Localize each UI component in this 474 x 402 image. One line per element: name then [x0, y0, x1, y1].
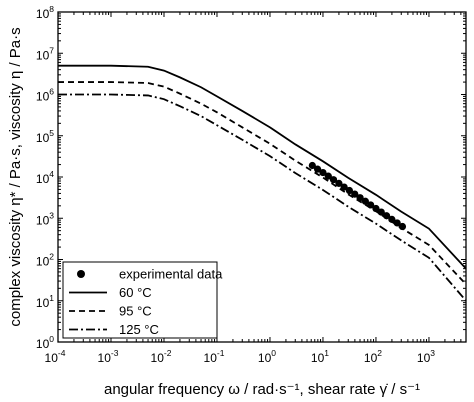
y-tick-label: 105: [36, 128, 54, 145]
axis-ticks: [57, 11, 467, 343]
x-tick-label: 100: [258, 348, 276, 365]
data-point: [377, 208, 385, 216]
data-point: [329, 176, 338, 184]
y-axis-label: complex viscosity η* / Pa·s, viscosity η…: [7, 27, 24, 326]
data-point: [335, 179, 343, 187]
series-line-2: [58, 81, 467, 285]
legend: experimental data 60 °C 95 °C 125 °C: [62, 261, 223, 339]
y-tick-label: 101: [36, 293, 54, 310]
x-tick-label: 103: [417, 348, 435, 365]
data-point: [388, 215, 396, 223]
experimental-markers: [308, 161, 407, 231]
x-tick-label: 101: [311, 348, 329, 365]
data-point: [372, 204, 380, 213]
x-tick-label: 10-2: [151, 348, 172, 365]
legend-box: [62, 261, 218, 339]
y-tick-label: 103: [36, 210, 54, 227]
x-axis-label: angular frequency ω / rad·s⁻¹, shear rat…: [104, 381, 420, 398]
x-tick-label: 10-1: [204, 348, 225, 365]
series-line-1: [58, 64, 467, 270]
x-tick-label: 10-3: [98, 348, 119, 365]
data-point: [356, 194, 364, 202]
legend-label: 95 °C: [119, 304, 152, 319]
data-point: [393, 219, 401, 227]
legend-label: experimental data: [119, 267, 223, 282]
y-tick-label: 106: [36, 87, 54, 104]
x-tick-label: 102: [364, 348, 382, 365]
data-point: [382, 212, 391, 220]
legend-label: 60 °C: [119, 285, 152, 300]
data-point: [324, 172, 332, 180]
data-point: [319, 168, 327, 177]
x-tick-labels: 10-4 10-3 10-2 10-1 100 101 102 103: [45, 348, 436, 365]
y-tick-label: 108: [36, 4, 54, 21]
data-point: [345, 186, 354, 195]
y-tick-labels: 100 101 102 103 104 105 106 107 108: [36, 4, 54, 351]
y-tick-label: 100: [36, 334, 54, 351]
data-point: [340, 183, 348, 191]
data-point: [313, 165, 322, 173]
data-point: [361, 197, 369, 205]
y-tick-label: 104: [36, 169, 54, 186]
x-tick-label: 10-4: [45, 348, 66, 365]
series-line-3: [58, 93, 467, 302]
data-point: [308, 161, 316, 170]
series-lines: [58, 64, 467, 302]
y-tick-label: 107: [36, 45, 54, 62]
data-point: [351, 190, 359, 198]
data-point: [398, 222, 407, 231]
y-tick-label: 102: [36, 252, 54, 269]
legend-items: experimental data 60 °C 95 °C 125 °C: [69, 267, 223, 337]
data-point: [367, 201, 375, 209]
legend-label: 125 °C: [119, 322, 159, 337]
legend-marker: [77, 270, 85, 278]
